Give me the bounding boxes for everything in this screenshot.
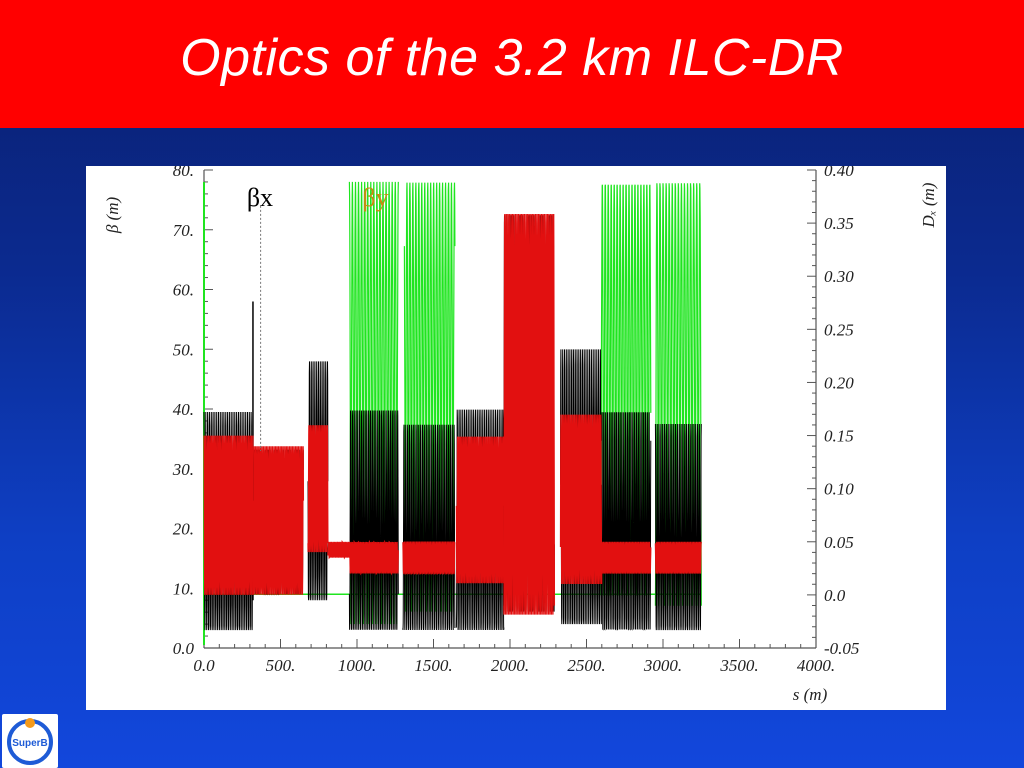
beta-x-section (601, 412, 652, 631)
beta-y-section (654, 183, 702, 606)
x-tick-label: 2000. (491, 656, 529, 675)
y-tick-label: 50. (173, 340, 194, 359)
y2-tick-label: 0.10 (824, 480, 854, 499)
x-tick-label: 3000. (643, 656, 682, 675)
slide-title: Optics of the 3.2 km ILC-DR (180, 29, 844, 87)
y-tick-label: 60. (173, 281, 194, 300)
dispersion-section (307, 425, 329, 553)
dispersion-section (402, 541, 456, 575)
beta-x-section (402, 424, 456, 631)
y-tick-label: 30. (172, 460, 194, 479)
y2-tick-label: 0.35 (824, 214, 854, 233)
y-tick-label: 80. (173, 166, 194, 180)
dispersion-section (203, 435, 254, 595)
x-tick-label: 500. (266, 656, 296, 675)
dispersion-section (455, 436, 505, 584)
y2-tick-label: 0.15 (824, 427, 854, 446)
beta-x-section (203, 411, 254, 631)
superb-logo-icon: SuperB (7, 718, 53, 765)
y2-tick-label: 0.0 (824, 586, 846, 605)
y2-tick-label: 0.40 (824, 166, 854, 180)
y-tick-label: 0.0 (173, 639, 195, 658)
beta-x-section (348, 410, 399, 630)
x-tick-label: 1500. (414, 656, 452, 675)
y-axis-title: β (m) (103, 197, 122, 235)
y-tick-label: 70. (173, 221, 194, 240)
title-bar: Optics of the 3.2 km ILC-DR (0, 0, 1024, 128)
y-tick-label: 20. (173, 520, 194, 539)
dispersion-section (348, 539, 399, 576)
svg-text:SuperB: SuperB (12, 738, 48, 749)
x-axis-title: s (m) (793, 685, 828, 704)
x-tick-label: 4000. (797, 656, 835, 675)
dispersion-section (327, 539, 351, 560)
chart-svg: 0.0 500. 1000. 1500. 2000. 2500. 3000. 3500. 400… (103, 166, 938, 704)
dispersion-section (503, 213, 556, 615)
y2-tick-label: 0.05 (824, 533, 854, 552)
x-tick-label: 3500. (719, 656, 758, 675)
x-tick-label: 0.0 (193, 656, 215, 675)
beta-x-section (654, 423, 702, 631)
y2-tick-label: 0.25 (824, 320, 854, 339)
dispersion-section (252, 446, 305, 595)
y2-tick-label: 0.30 (824, 267, 854, 286)
y-tick-label: 40. (173, 400, 194, 419)
superb-logo: SuperB (2, 714, 58, 768)
y2-tick-label: -0.05 (824, 639, 859, 658)
legend-beta-y: βy (362, 183, 388, 212)
optics-chart: 0.0 500. 1000. 1500. 2000. 2500. 3000. 3500. 400… (86, 166, 946, 710)
x-tick-label: 2500. (567, 656, 605, 675)
legend-beta-x: βx (247, 183, 273, 212)
dispersion-section (559, 414, 603, 585)
x-tick-label: 1000. (338, 656, 376, 675)
y-tick-label: 10. (173, 579, 194, 598)
y2-tick-label: 0.20 (824, 373, 854, 392)
dispersion-section (601, 541, 652, 574)
y2-axis-title: Dₓ (m) (919, 182, 938, 228)
dispersion-section (654, 541, 702, 574)
